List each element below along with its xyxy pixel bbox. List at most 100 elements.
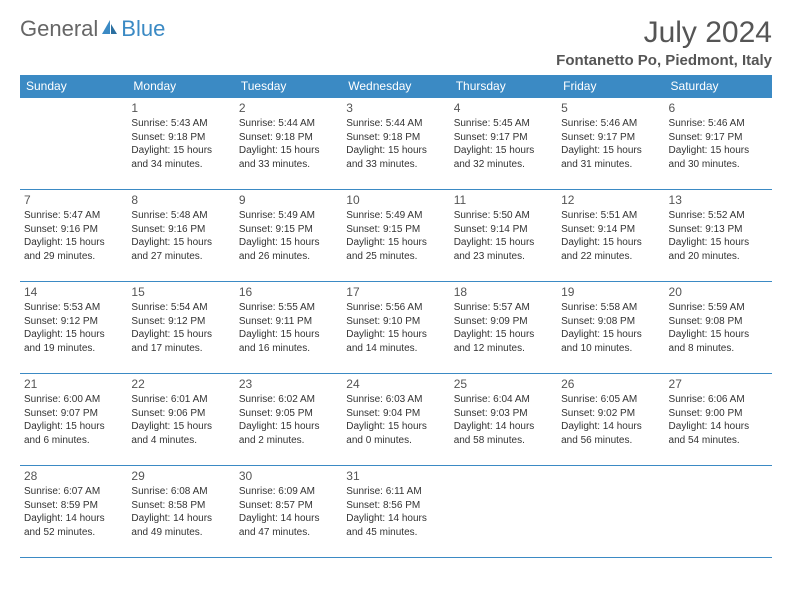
daylight-text: and 31 minutes. (561, 158, 660, 172)
sunrise-text: Sunrise: 5:51 AM (561, 209, 660, 223)
weekday-row: SundayMondayTuesdayWednesdayThursdayFrid… (20, 75, 772, 98)
daylight-text: and 52 minutes. (24, 526, 123, 540)
sunset-text: Sunset: 9:18 PM (239, 131, 338, 145)
daylight-text: and 58 minutes. (454, 434, 553, 448)
day-number: 10 (346, 192, 445, 208)
calendar-day-cell: 11Sunrise: 5:50 AMSunset: 9:14 PMDayligh… (450, 190, 557, 282)
sunset-text: Sunset: 9:16 PM (24, 223, 123, 237)
calendar-day-cell: 15Sunrise: 5:54 AMSunset: 9:12 PMDayligh… (127, 282, 234, 374)
sunset-text: Sunset: 9:08 PM (669, 315, 768, 329)
daylight-text: Daylight: 15 hours (669, 236, 768, 250)
calendar-day-cell: 30Sunrise: 6:09 AMSunset: 8:57 PMDayligh… (235, 466, 342, 558)
sunrise-text: Sunrise: 6:06 AM (669, 393, 768, 407)
day-number: 27 (669, 376, 768, 392)
day-number: 29 (131, 468, 230, 484)
daylight-text: and 56 minutes. (561, 434, 660, 448)
calendar-day-cell: 28Sunrise: 6:07 AMSunset: 8:59 PMDayligh… (20, 466, 127, 558)
sunset-text: Sunset: 9:12 PM (131, 315, 230, 329)
daylight-text: and 14 minutes. (346, 342, 445, 356)
calendar-day-cell: 16Sunrise: 5:55 AMSunset: 9:11 PMDayligh… (235, 282, 342, 374)
sunset-text: Sunset: 8:58 PM (131, 499, 230, 513)
daylight-text: Daylight: 15 hours (239, 328, 338, 342)
daylight-text: and 12 minutes. (454, 342, 553, 356)
calendar-day-cell: 3Sunrise: 5:44 AMSunset: 9:18 PMDaylight… (342, 98, 449, 190)
day-number: 18 (454, 284, 553, 300)
sunset-text: Sunset: 9:17 PM (561, 131, 660, 145)
sunrise-text: Sunrise: 5:43 AM (131, 117, 230, 131)
day-number: 7 (24, 192, 123, 208)
sunset-text: Sunset: 9:09 PM (454, 315, 553, 329)
calendar-week-row: 21Sunrise: 6:00 AMSunset: 9:07 PMDayligh… (20, 374, 772, 466)
daylight-text: and 0 minutes. (346, 434, 445, 448)
day-number: 1 (131, 100, 230, 116)
sunset-text: Sunset: 9:00 PM (669, 407, 768, 421)
calendar-day-cell: 14Sunrise: 5:53 AMSunset: 9:12 PMDayligh… (20, 282, 127, 374)
daylight-text: Daylight: 15 hours (24, 420, 123, 434)
day-number: 9 (239, 192, 338, 208)
sunrise-text: Sunrise: 6:00 AM (24, 393, 123, 407)
daylight-text: Daylight: 14 hours (346, 512, 445, 526)
calendar-day-cell: 27Sunrise: 6:06 AMSunset: 9:00 PMDayligh… (665, 374, 772, 466)
day-number: 13 (669, 192, 768, 208)
weekday-header: Wednesday (342, 75, 449, 98)
day-number: 14 (24, 284, 123, 300)
day-number: 25 (454, 376, 553, 392)
sunset-text: Sunset: 9:13 PM (669, 223, 768, 237)
calendar-day-cell: 12Sunrise: 5:51 AMSunset: 9:14 PMDayligh… (557, 190, 664, 282)
sunrise-text: Sunrise: 6:03 AM (346, 393, 445, 407)
calendar-day-cell: 17Sunrise: 5:56 AMSunset: 9:10 PMDayligh… (342, 282, 449, 374)
sunrise-text: Sunrise: 5:50 AM (454, 209, 553, 223)
daylight-text: Daylight: 15 hours (346, 144, 445, 158)
calendar-day-cell (665, 466, 772, 558)
calendar-day-cell: 31Sunrise: 6:11 AMSunset: 8:56 PMDayligh… (342, 466, 449, 558)
daylight-text: Daylight: 15 hours (346, 328, 445, 342)
daylight-text: and 34 minutes. (131, 158, 230, 172)
daylight-text: Daylight: 15 hours (346, 420, 445, 434)
header: GeneralBlue July 2024 Fontanetto Po, Pie… (20, 16, 772, 69)
calendar-week-row: 14Sunrise: 5:53 AMSunset: 9:12 PMDayligh… (20, 282, 772, 374)
sunset-text: Sunset: 8:59 PM (24, 499, 123, 513)
sunrise-text: Sunrise: 5:44 AM (239, 117, 338, 131)
day-number: 26 (561, 376, 660, 392)
daylight-text: and 4 minutes. (131, 434, 230, 448)
calendar-week-row: 7Sunrise: 5:47 AMSunset: 9:16 PMDaylight… (20, 190, 772, 282)
calendar-day-cell: 23Sunrise: 6:02 AMSunset: 9:05 PMDayligh… (235, 374, 342, 466)
sunrise-text: Sunrise: 5:59 AM (669, 301, 768, 315)
sunrise-text: Sunrise: 5:46 AM (669, 117, 768, 131)
calendar-day-cell: 6Sunrise: 5:46 AMSunset: 9:17 PMDaylight… (665, 98, 772, 190)
calendar-day-cell: 18Sunrise: 5:57 AMSunset: 9:09 PMDayligh… (450, 282, 557, 374)
calendar-day-cell: 7Sunrise: 5:47 AMSunset: 9:16 PMDaylight… (20, 190, 127, 282)
daylight-text: Daylight: 15 hours (561, 236, 660, 250)
sunrise-text: Sunrise: 6:01 AM (131, 393, 230, 407)
daylight-text: and 47 minutes. (239, 526, 338, 540)
location: Fontanetto Po, Piedmont, Italy (556, 52, 772, 69)
daylight-text: and 8 minutes. (669, 342, 768, 356)
daylight-text: and 33 minutes. (239, 158, 338, 172)
day-number: 17 (346, 284, 445, 300)
calendar-day-cell: 26Sunrise: 6:05 AMSunset: 9:02 PMDayligh… (557, 374, 664, 466)
day-number: 5 (561, 100, 660, 116)
calendar-day-cell: 29Sunrise: 6:08 AMSunset: 8:58 PMDayligh… (127, 466, 234, 558)
daylight-text: Daylight: 15 hours (131, 328, 230, 342)
daylight-text: Daylight: 15 hours (669, 144, 768, 158)
daylight-text: Daylight: 15 hours (239, 420, 338, 434)
sunrise-text: Sunrise: 6:11 AM (346, 485, 445, 499)
calendar-day-cell: 2Sunrise: 5:44 AMSunset: 9:18 PMDaylight… (235, 98, 342, 190)
day-number: 16 (239, 284, 338, 300)
brand-part2: Blue (121, 16, 165, 42)
sunrise-text: Sunrise: 6:07 AM (24, 485, 123, 499)
day-number: 19 (561, 284, 660, 300)
weekday-header: Saturday (665, 75, 772, 98)
sunrise-text: Sunrise: 5:45 AM (454, 117, 553, 131)
day-number: 6 (669, 100, 768, 116)
sunset-text: Sunset: 9:15 PM (346, 223, 445, 237)
weekday-header: Sunday (20, 75, 127, 98)
day-number: 12 (561, 192, 660, 208)
daylight-text: and 10 minutes. (561, 342, 660, 356)
day-number: 20 (669, 284, 768, 300)
calendar-body: 1Sunrise: 5:43 AM Sunset: 9:18 PM Daylight… (20, 98, 772, 558)
calendar-day-cell: 13Sunrise: 5:52 AMSunset: 9:13 PMDayligh… (665, 190, 772, 282)
daylight-text: and 25 minutes. (346, 250, 445, 264)
day-number: 3 (346, 100, 445, 116)
daylight-text: Daylight: 14 hours (561, 420, 660, 434)
